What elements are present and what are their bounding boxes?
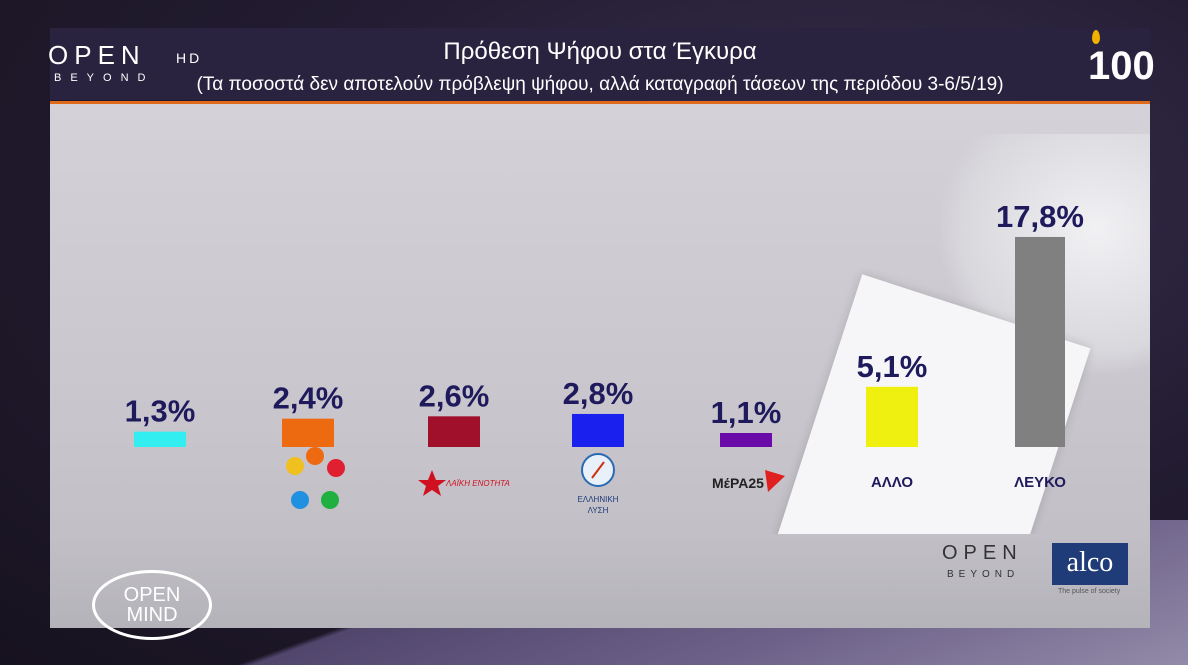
bar-value-label-1: 2,4%: [273, 381, 344, 416]
pollster-tagline: The pulse of society: [1058, 588, 1121, 595]
mera25-label: ΜέΡΑ25: [712, 475, 764, 491]
flame-icon: [1092, 30, 1100, 44]
channel-logo-open: OPEN: [48, 40, 146, 70]
ballot-box-image: [50, 534, 1150, 628]
bar-5: [866, 386, 918, 447]
bar-value-label-5: 5,1%: [857, 349, 928, 384]
pollster-logo: alco: [1052, 543, 1128, 585]
party-logo-star-icon: [286, 447, 345, 509]
bar-value-label-3: 2,8%: [563, 376, 634, 411]
channel-logo-hd: HD: [176, 50, 203, 66]
bar-2: [428, 416, 480, 447]
laiki-enotita-label: ΛΑΪΚΗ ΕΝΟΤΗΤΑ: [445, 479, 510, 488]
elliniki-lysi-label-2: ΛΥΣΗ: [588, 506, 609, 515]
channel-logo-beyond: BEYOND: [54, 72, 155, 84]
bar-value-label-2: 2,6%: [419, 378, 490, 413]
category-label-6: ΛΕΥΚΟ: [1014, 474, 1066, 491]
party-logo-laiki-enotita-icon: ΛΑΪΚΗ ΕΝΟΤΗΤΑ: [418, 470, 510, 496]
bar-3: [572, 413, 624, 447]
bar-6: [1015, 236, 1065, 447]
bar-1: [282, 418, 334, 447]
bar-value-label-6: 17,8%: [996, 199, 1084, 234]
chart-panel: [50, 104, 1150, 628]
partner-logo-beyond: BEYOND: [947, 569, 1020, 580]
party-logo-mera25-icon: ΜέΡΑ25: [712, 470, 785, 492]
bar-value-label-0: 1,3%: [125, 394, 196, 429]
openmind-logo: OPEN MIND: [92, 570, 212, 640]
bar-4: [720, 433, 772, 447]
chart-subtitle: (Τα ποσοστά δεν αποτελούν πρόβλεψη ψήφου…: [196, 74, 1004, 95]
bar-0: [134, 431, 186, 447]
party-logo-elliniki-lysi-icon: ΕΛΛΗΝΙΚΗ ΛΥΣΗ: [578, 453, 619, 515]
header-bar: Πρόθεση Ψήφου στα Έγκυρα (Τα ποσοστά δεν…: [50, 28, 1150, 100]
bar-value-label-4: 1,1%: [711, 395, 782, 430]
openmind-line-2: MIND: [126, 604, 178, 626]
partner-logo-open: OPEN: [942, 542, 1023, 564]
openmind-line-1: OPEN: [123, 584, 181, 606]
elliniki-lysi-label-1: ΕΛΛΗΝΙΚΗ: [578, 495, 619, 504]
category-label-5: ΑΛΛΟ: [871, 474, 913, 491]
header-divider: [50, 101, 1150, 104]
anniversary-logo: 100: [1088, 44, 1155, 88]
chart-title: Πρόθεση Ψήφου στα Έγκυρα: [443, 38, 757, 65]
